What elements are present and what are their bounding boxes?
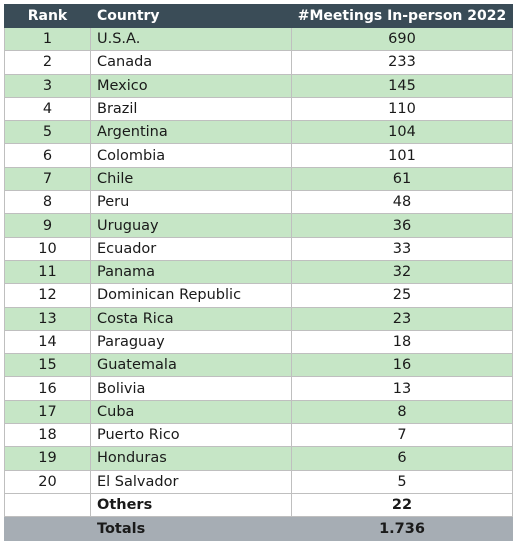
rank-column-header: Rank bbox=[4, 4, 91, 28]
table-row: 4 Brazil 110 bbox=[4, 96, 513, 122]
rank-cell: 5 bbox=[4, 120, 91, 145]
rank-cell: 9 bbox=[4, 213, 91, 238]
country-cell: Uruguay bbox=[90, 213, 292, 238]
meetings-cell: 110 bbox=[291, 96, 513, 122]
rank-cell: 2 bbox=[4, 50, 91, 75]
country-cell: Cuba bbox=[90, 399, 292, 425]
rank-cell: 8 bbox=[4, 190, 91, 215]
meetings-cell: 32 bbox=[291, 259, 513, 285]
header-row: Rank Country #Meetings In-person 2022 bbox=[4, 4, 513, 28]
meetings-cell: 233 bbox=[291, 50, 513, 75]
meetings-cell: 690 bbox=[291, 26, 513, 52]
country-cell: Mexico bbox=[90, 73, 292, 98]
country-cell: Bolivia bbox=[90, 376, 292, 401]
country-cell: Colombia bbox=[90, 143, 292, 168]
rank-cell: 13 bbox=[4, 306, 91, 331]
table-row: 13 Costa Rica 23 bbox=[4, 306, 513, 331]
rank-cell: 14 bbox=[4, 329, 91, 355]
meetings-cell: 5 bbox=[291, 469, 513, 494]
country-cell: Puerto Rico bbox=[90, 423, 292, 448]
table-row: 7 Chile 61 bbox=[4, 166, 513, 192]
meetings-cell: 18 bbox=[291, 329, 513, 355]
country-cell: Dominican Republic bbox=[90, 283, 292, 308]
others-label: Others bbox=[90, 492, 292, 518]
country-cell: Costa Rica bbox=[90, 306, 292, 331]
meetings-cell: 33 bbox=[291, 236, 513, 261]
country-cell: Panama bbox=[90, 259, 292, 285]
table-row: 3 Mexico 145 bbox=[4, 73, 513, 98]
table-row: 12 Dominican Republic 25 bbox=[4, 283, 513, 308]
table-row: 14 Paraguay 18 bbox=[4, 329, 513, 355]
table-body: 1 U.S.A. 690 2 Canada 233 3 Mexico 145 4 Brazil 110… bbox=[4, 26, 513, 542]
country-cell: Guatemala bbox=[90, 353, 292, 378]
table-row: 17 Cuba 8 bbox=[4, 399, 513, 425]
table-row: 10 Ecuador 33 bbox=[4, 236, 513, 261]
meetings-cell: 48 bbox=[291, 190, 513, 215]
table-row: 2 Canada 233 bbox=[4, 50, 513, 75]
meetings-cell: 145 bbox=[291, 73, 513, 98]
rank-cell: 3 bbox=[4, 73, 91, 98]
others-row: Others 22 bbox=[4, 492, 513, 518]
country-cell: Argentina bbox=[90, 120, 292, 145]
country-cell: Peru bbox=[90, 190, 292, 215]
rank-cell: 7 bbox=[4, 166, 91, 192]
rank-cell: 6 bbox=[4, 143, 91, 168]
meetings-cell: 25 bbox=[291, 283, 513, 308]
rank-cell: 20 bbox=[4, 469, 91, 494]
country-cell: Paraguay bbox=[90, 329, 292, 355]
country-cell: El Salvador bbox=[90, 469, 292, 494]
country-cell: Chile bbox=[90, 166, 292, 192]
table-row: 16 Bolivia 13 bbox=[4, 376, 513, 401]
others-rank-cell bbox=[4, 492, 91, 518]
rank-cell: 19 bbox=[4, 446, 91, 471]
table-row: 11 Panama 32 bbox=[4, 259, 513, 285]
totals-label: Totals bbox=[90, 516, 292, 542]
country-cell: Ecuador bbox=[90, 236, 292, 261]
meetings-cell: 61 bbox=[291, 166, 513, 192]
meetings-column-header: #Meetings In-person 2022 bbox=[291, 4, 513, 28]
others-meetings: 22 bbox=[291, 492, 513, 518]
table-header: Rank Country #Meetings In-person 2022 bbox=[4, 4, 513, 28]
rank-cell: 16 bbox=[4, 376, 91, 401]
rank-cell: 18 bbox=[4, 423, 91, 448]
table-row: 5 Argentina 104 bbox=[4, 120, 513, 145]
meetings-cell: 16 bbox=[291, 353, 513, 378]
country-cell: U.S.A. bbox=[90, 26, 292, 52]
meetings-cell: 6 bbox=[291, 446, 513, 471]
meetings-cell: 13 bbox=[291, 376, 513, 401]
table-row: 6 Colombia 101 bbox=[4, 143, 513, 168]
meetings-cell: 36 bbox=[291, 213, 513, 238]
country-cell: Brazil bbox=[90, 96, 292, 122]
rank-cell: 10 bbox=[4, 236, 91, 261]
table-row: 18 Puerto Rico 7 bbox=[4, 423, 513, 448]
meetings-cell: 101 bbox=[291, 143, 513, 168]
meetings-cell: 23 bbox=[291, 306, 513, 331]
totals-meetings: 1.736 bbox=[291, 516, 513, 542]
table-row: 1 U.S.A. 690 bbox=[4, 26, 513, 52]
meetings-cell: 8 bbox=[291, 399, 513, 425]
table-row: 20 El Salvador 5 bbox=[4, 469, 513, 494]
table-row: 8 Peru 48 bbox=[4, 190, 513, 215]
country-column-header: Country bbox=[90, 4, 292, 28]
totals-rank-cell bbox=[4, 516, 91, 542]
country-cell: Canada bbox=[90, 50, 292, 75]
totals-row: Totals 1.736 bbox=[4, 516, 513, 542]
table-row: 15 Guatemala 16 bbox=[4, 353, 513, 378]
meetings-cell: 104 bbox=[291, 120, 513, 145]
table-row: 19 Honduras 6 bbox=[4, 446, 513, 471]
meetings-cell: 7 bbox=[291, 423, 513, 448]
rank-cell: 12 bbox=[4, 283, 91, 308]
country-cell: Honduras bbox=[90, 446, 292, 471]
rank-cell: 11 bbox=[4, 259, 91, 285]
rank-cell: 4 bbox=[4, 96, 91, 122]
rank-cell: 17 bbox=[4, 399, 91, 425]
rank-cell: 15 bbox=[4, 353, 91, 378]
rank-cell: 1 bbox=[4, 26, 91, 52]
table-row: 9 Uruguay 36 bbox=[4, 213, 513, 238]
